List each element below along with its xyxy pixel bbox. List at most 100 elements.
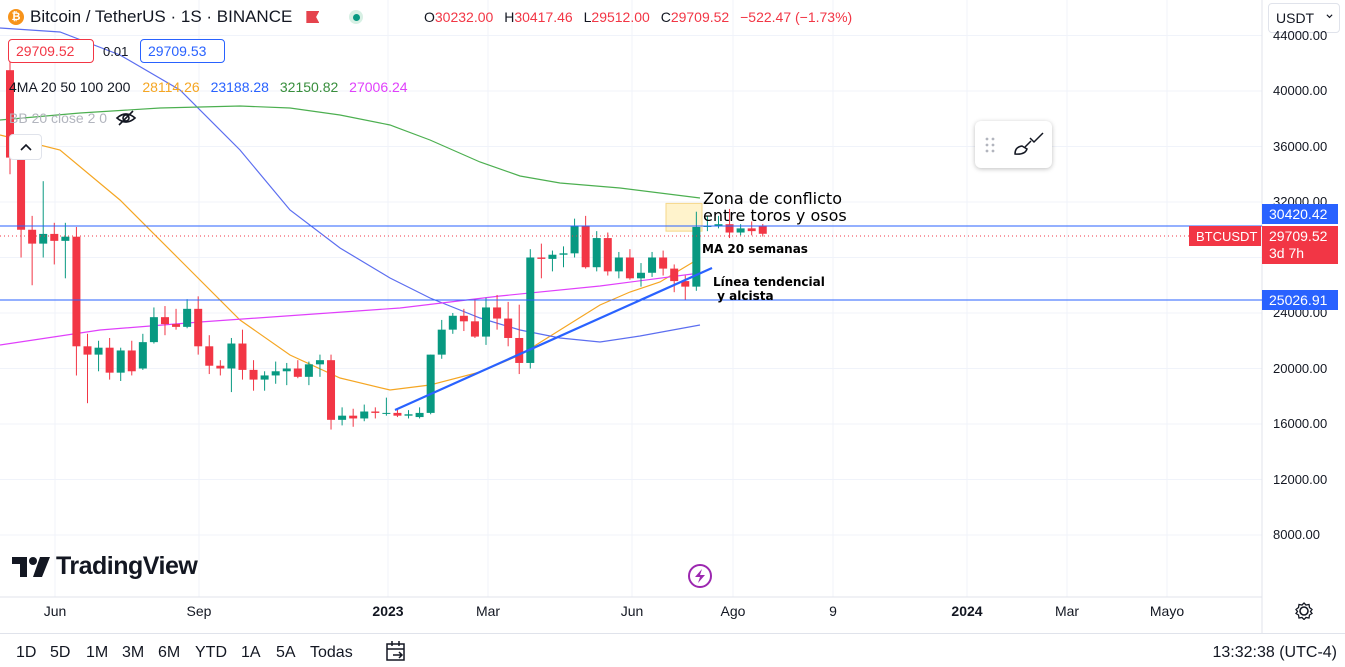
candle [559,246,568,268]
bb-indicator-legend[interactable]: BB 20 close 2 0 [9,109,137,127]
upper-line-price-tag: 30420.42 [1262,204,1338,224]
ohlc-values: O30232.00 H30417.46 L29512.00 C29709.52 … [424,9,853,25]
tradingview-logo-icon [12,556,50,577]
date-range-icon[interactable] [384,640,408,664]
candle-body [504,318,513,338]
currency-select-value: USDT [1276,10,1315,26]
brush-icon [1014,132,1044,155]
candle-body [470,321,479,337]
candle [28,215,37,286]
tradingview-logo[interactable]: TradingView [12,552,198,581]
sell-button[interactable]: 29709.52 [8,39,94,63]
candle [625,249,634,280]
symbol-tag: BTCUSDT [1189,226,1261,246]
candle-body [149,317,158,343]
time-axis-label: 2024 [951,603,983,619]
candle-body [183,308,192,327]
candle-body [116,350,125,373]
market-status-icon[interactable] [349,10,364,24]
candle-body [426,354,435,413]
timeframe-button[interactable]: 6M [158,644,181,661]
candle [105,337,114,380]
bb-indicator-label: BB 20 close 2 0 [9,110,108,126]
candle [404,410,413,419]
candle [470,299,479,338]
brand-name: TradingView [56,552,198,580]
flag-icon[interactable] [306,11,320,23]
candle [17,146,26,258]
candle-body [105,347,114,373]
candle [249,360,258,391]
conflict-zone-annotation[interactable]: Zona de conflicto entre toros y osos [703,190,847,224]
time-axis-label: Mayo [1149,603,1185,619]
candle [160,306,169,336]
timeframe-button[interactable]: YTD [195,644,227,661]
candle-body [670,268,679,282]
candle-body [404,414,413,416]
ma100-value: 32150.82 [279,79,339,95]
timeframe-button[interactable]: 5A [276,644,296,661]
symbol-title[interactable]: Bitcoin / TetherUS · 1S · BINANCE [30,7,293,26]
candle-body [260,375,269,380]
timeframe-button[interactable]: 1D [16,644,37,661]
timeframe-button[interactable]: 1M [86,644,109,661]
buy-button[interactable]: 29709.53 [140,39,225,63]
candle [172,308,181,330]
timeframe-button[interactable]: 3M [122,644,145,661]
candle [260,371,269,391]
candle-body [603,238,612,272]
clock-timezone[interactable]: 13:32:38 (UTC-4) [1212,644,1338,661]
chart-grid [0,0,1263,633]
candle-body [459,315,468,322]
candle-body [537,257,546,259]
timeframe-button[interactable]: 1A [241,644,261,661]
candle-body [736,228,745,233]
candle [315,354,324,377]
candle-body [61,236,70,241]
candle [592,231,601,272]
floating-drawing-toolbar[interactable] [975,121,1052,168]
candle [636,263,645,287]
lightning-icon[interactable] [688,564,712,588]
symbol-header[interactable]: ₿ Bitcoin / TetherUS · 1S · BINANCE [8,6,364,28]
candle [493,294,502,330]
candle-body [636,272,645,279]
ma20-annotation[interactable]: MA 20 semanas [702,242,808,256]
trendline-annotation[interactable]: Línea tendencial y alcista [713,275,825,303]
candle-body [83,346,92,355]
price-axis-label: 40000.00 [1273,83,1328,98]
open-value: 30232.00 [434,9,494,25]
candle-body [515,337,524,363]
candle [448,313,457,334]
last-price-value: 29709.52 [1269,228,1328,244]
candle [149,307,158,344]
candles [6,42,767,430]
candle [83,333,92,404]
time-axis-label: 2023 [372,603,404,619]
candle [304,361,313,386]
candle [504,301,513,347]
candle [39,181,48,258]
candle [138,333,147,370]
candle-body [282,368,291,372]
candle-body [625,257,634,279]
timeframe-button[interactable]: Todas [310,644,353,661]
candle [570,218,579,258]
candle-body [349,415,358,419]
time-axis-label: Ago [720,603,746,619]
eye-hidden-icon[interactable] [115,109,137,127]
settings-gear-icon[interactable] [1295,602,1313,620]
candle [426,354,435,415]
candle-body [72,236,81,347]
candle-body [437,329,446,355]
timeframe-button[interactable]: 5D [50,644,71,661]
toolbar-content [985,132,1044,155]
close-value: 29709.52 [670,9,730,25]
candle [94,340,103,372]
currency-select[interactable]: USDT [1268,3,1340,33]
candle-body [227,343,236,369]
candle [327,354,336,430]
ma-indicator-legend[interactable]: 4MA 20 50 100 200 28114.26 23188.28 3215… [9,79,408,95]
collapse-legend-button[interactable] [9,134,42,160]
